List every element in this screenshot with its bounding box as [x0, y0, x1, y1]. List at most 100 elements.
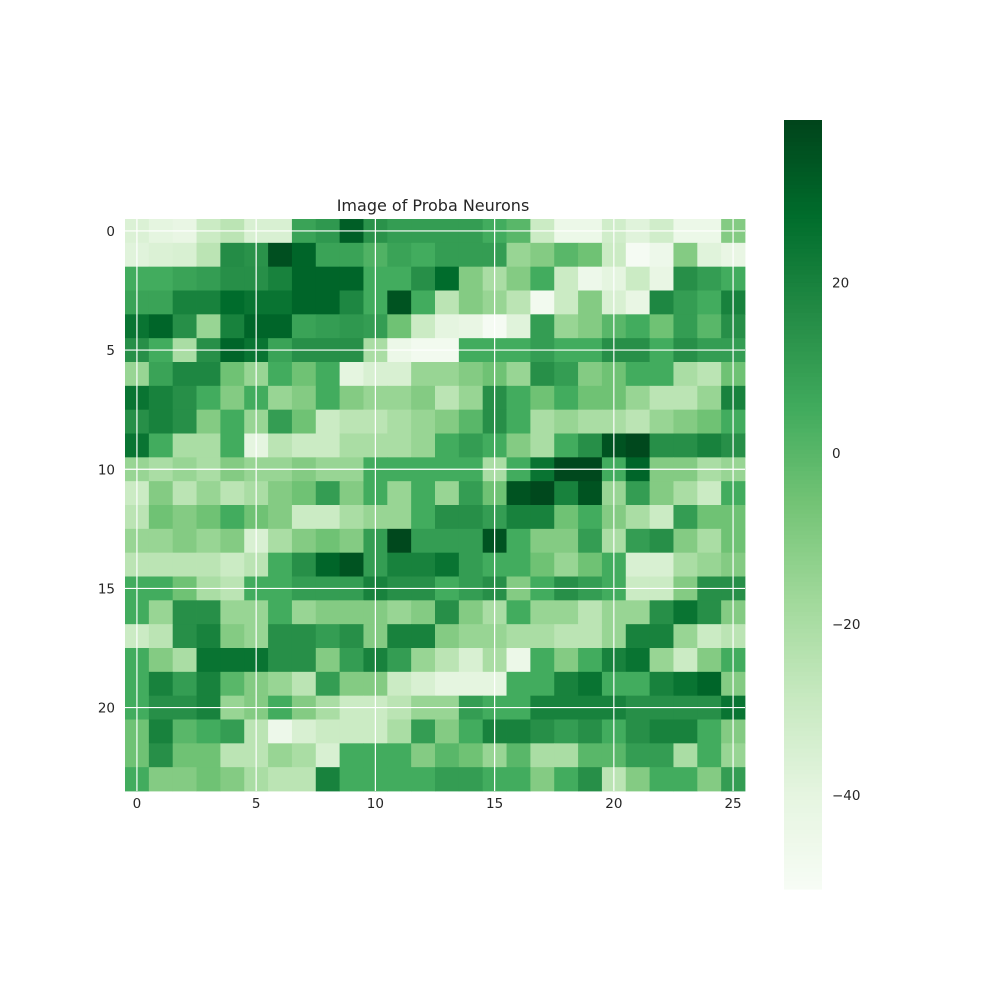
- heatmap-cell: [268, 266, 293, 291]
- heatmap-cell: [291, 719, 317, 744]
- heatmap-cell: [291, 242, 317, 268]
- heatmap-cell: [339, 409, 364, 434]
- heatmap-cell: [339, 505, 364, 530]
- heatmap-cell: [625, 433, 651, 458]
- colorbar-segment: [784, 692, 822, 698]
- colorbar-segment: [784, 769, 822, 775]
- heatmap-cell: [458, 528, 484, 554]
- heatmap-cell: [506, 409, 531, 434]
- colorbar-segment: [784, 188, 822, 194]
- colorbar-segment: [784, 303, 822, 309]
- colorbar-segment: [784, 880, 822, 886]
- heatmap-cell: [458, 385, 484, 411]
- y-tick-label: 15: [98, 581, 115, 597]
- heatmap-cell: [554, 266, 579, 291]
- heatmap-cell: [315, 719, 341, 744]
- colorbar-segment: [784, 205, 822, 211]
- heatmap-gridlines: [125, 219, 745, 791]
- heatmap-cell: [697, 242, 722, 268]
- y-axis-ticks: 0 5 10 15 20: [98, 224, 115, 717]
- colorbar-segment: [784, 666, 822, 672]
- heatmap-cell: [625, 290, 651, 315]
- colorbar-segment: [784, 743, 822, 749]
- heatmap-cell: [291, 266, 317, 291]
- heatmap-cell: [148, 552, 174, 577]
- colorbar-segment: [784, 393, 822, 399]
- colorbar-segment: [784, 508, 822, 514]
- heatmap-cell: [506, 600, 531, 625]
- heatmap-cell: [697, 314, 722, 339]
- colorbar-segment: [784, 154, 822, 160]
- heatmap-cell: [435, 266, 460, 291]
- colorbar-segment: [784, 243, 822, 249]
- heatmap-cell: [435, 242, 460, 268]
- heatmap-cell: [148, 648, 174, 673]
- heatmap-cell: [196, 290, 221, 315]
- colorbar-segment: [784, 803, 822, 809]
- colorbar-segment: [784, 777, 822, 783]
- heatmap-cell: [506, 624, 531, 649]
- colorbar-segment: [784, 581, 822, 587]
- heatmap-cell: [315, 648, 341, 673]
- colorbar-segment: [784, 538, 822, 544]
- heatmap-cell: [172, 600, 197, 625]
- heatmap-cell: [458, 290, 484, 315]
- heatmap-cell: [339, 290, 364, 315]
- colorbar-segment: [784, 431, 822, 437]
- heatmap-cell: [196, 409, 221, 434]
- heatmap-cell: [435, 600, 460, 625]
- heatmap-cell: [554, 719, 579, 744]
- colorbar-segment: [784, 179, 822, 185]
- heatmap-cell: [530, 767, 555, 792]
- heatmap-cell: [315, 671, 341, 697]
- colorbar-segment: [784, 175, 822, 181]
- heatmap-cell: [220, 624, 245, 649]
- heatmap-cell: [339, 671, 364, 697]
- heatmap-cell: [673, 433, 698, 458]
- heatmap-cell: [315, 743, 341, 768]
- heatmap-cell: [220, 505, 245, 530]
- colorbar-segment: [784, 602, 822, 608]
- heatmap-cell: [411, 266, 436, 291]
- heatmap-cell: [530, 433, 555, 458]
- colorbar-segment: [784, 799, 822, 805]
- colorbar-segment: [784, 846, 822, 852]
- heatmap-cell: [506, 362, 531, 387]
- heatmap-cell: [435, 505, 460, 530]
- heatmap-cell: [530, 671, 555, 697]
- heatmap-cell: [697, 433, 722, 458]
- heatmap-cell: [625, 743, 651, 768]
- heatmap-cell: [578, 362, 603, 387]
- heatmap-cell: [315, 314, 341, 339]
- heatmap-cell: [196, 671, 221, 697]
- heatmap-cell: [315, 433, 341, 458]
- heatmap-cell: [220, 600, 245, 625]
- colorbar-segment: [784, 833, 822, 839]
- heatmap-cell: [673, 767, 698, 792]
- heatmap-cell: [506, 743, 531, 768]
- heatmap-cell: [625, 671, 651, 697]
- heatmap-cell: [673, 481, 698, 506]
- heatmap-cell: [649, 648, 674, 673]
- heatmap-cell: [172, 648, 197, 673]
- heatmap-cell: [315, 385, 341, 411]
- heatmap-cell: [458, 719, 484, 744]
- colorbar-segment: [784, 209, 822, 215]
- heatmap-cell: [578, 385, 603, 411]
- colorbar-segment: [784, 709, 822, 715]
- heatmap-cell: [148, 624, 174, 649]
- colorbar-segment: [784, 773, 822, 779]
- heatmap-cell: [458, 409, 484, 434]
- heatmap-cell: [435, 362, 460, 387]
- heatmap-cell: [673, 624, 698, 649]
- colorbar-segment: [784, 252, 822, 258]
- heatmap-cell: [148, 362, 174, 387]
- heatmap-cell: [291, 409, 317, 434]
- heatmap-cell: [172, 743, 197, 768]
- heatmap-cell: [554, 600, 579, 625]
- heatmap-cell: [697, 528, 722, 554]
- colorbar-segment: [784, 607, 822, 612]
- colorbar-segment: [784, 213, 822, 219]
- heatmap-cell: [530, 528, 555, 554]
